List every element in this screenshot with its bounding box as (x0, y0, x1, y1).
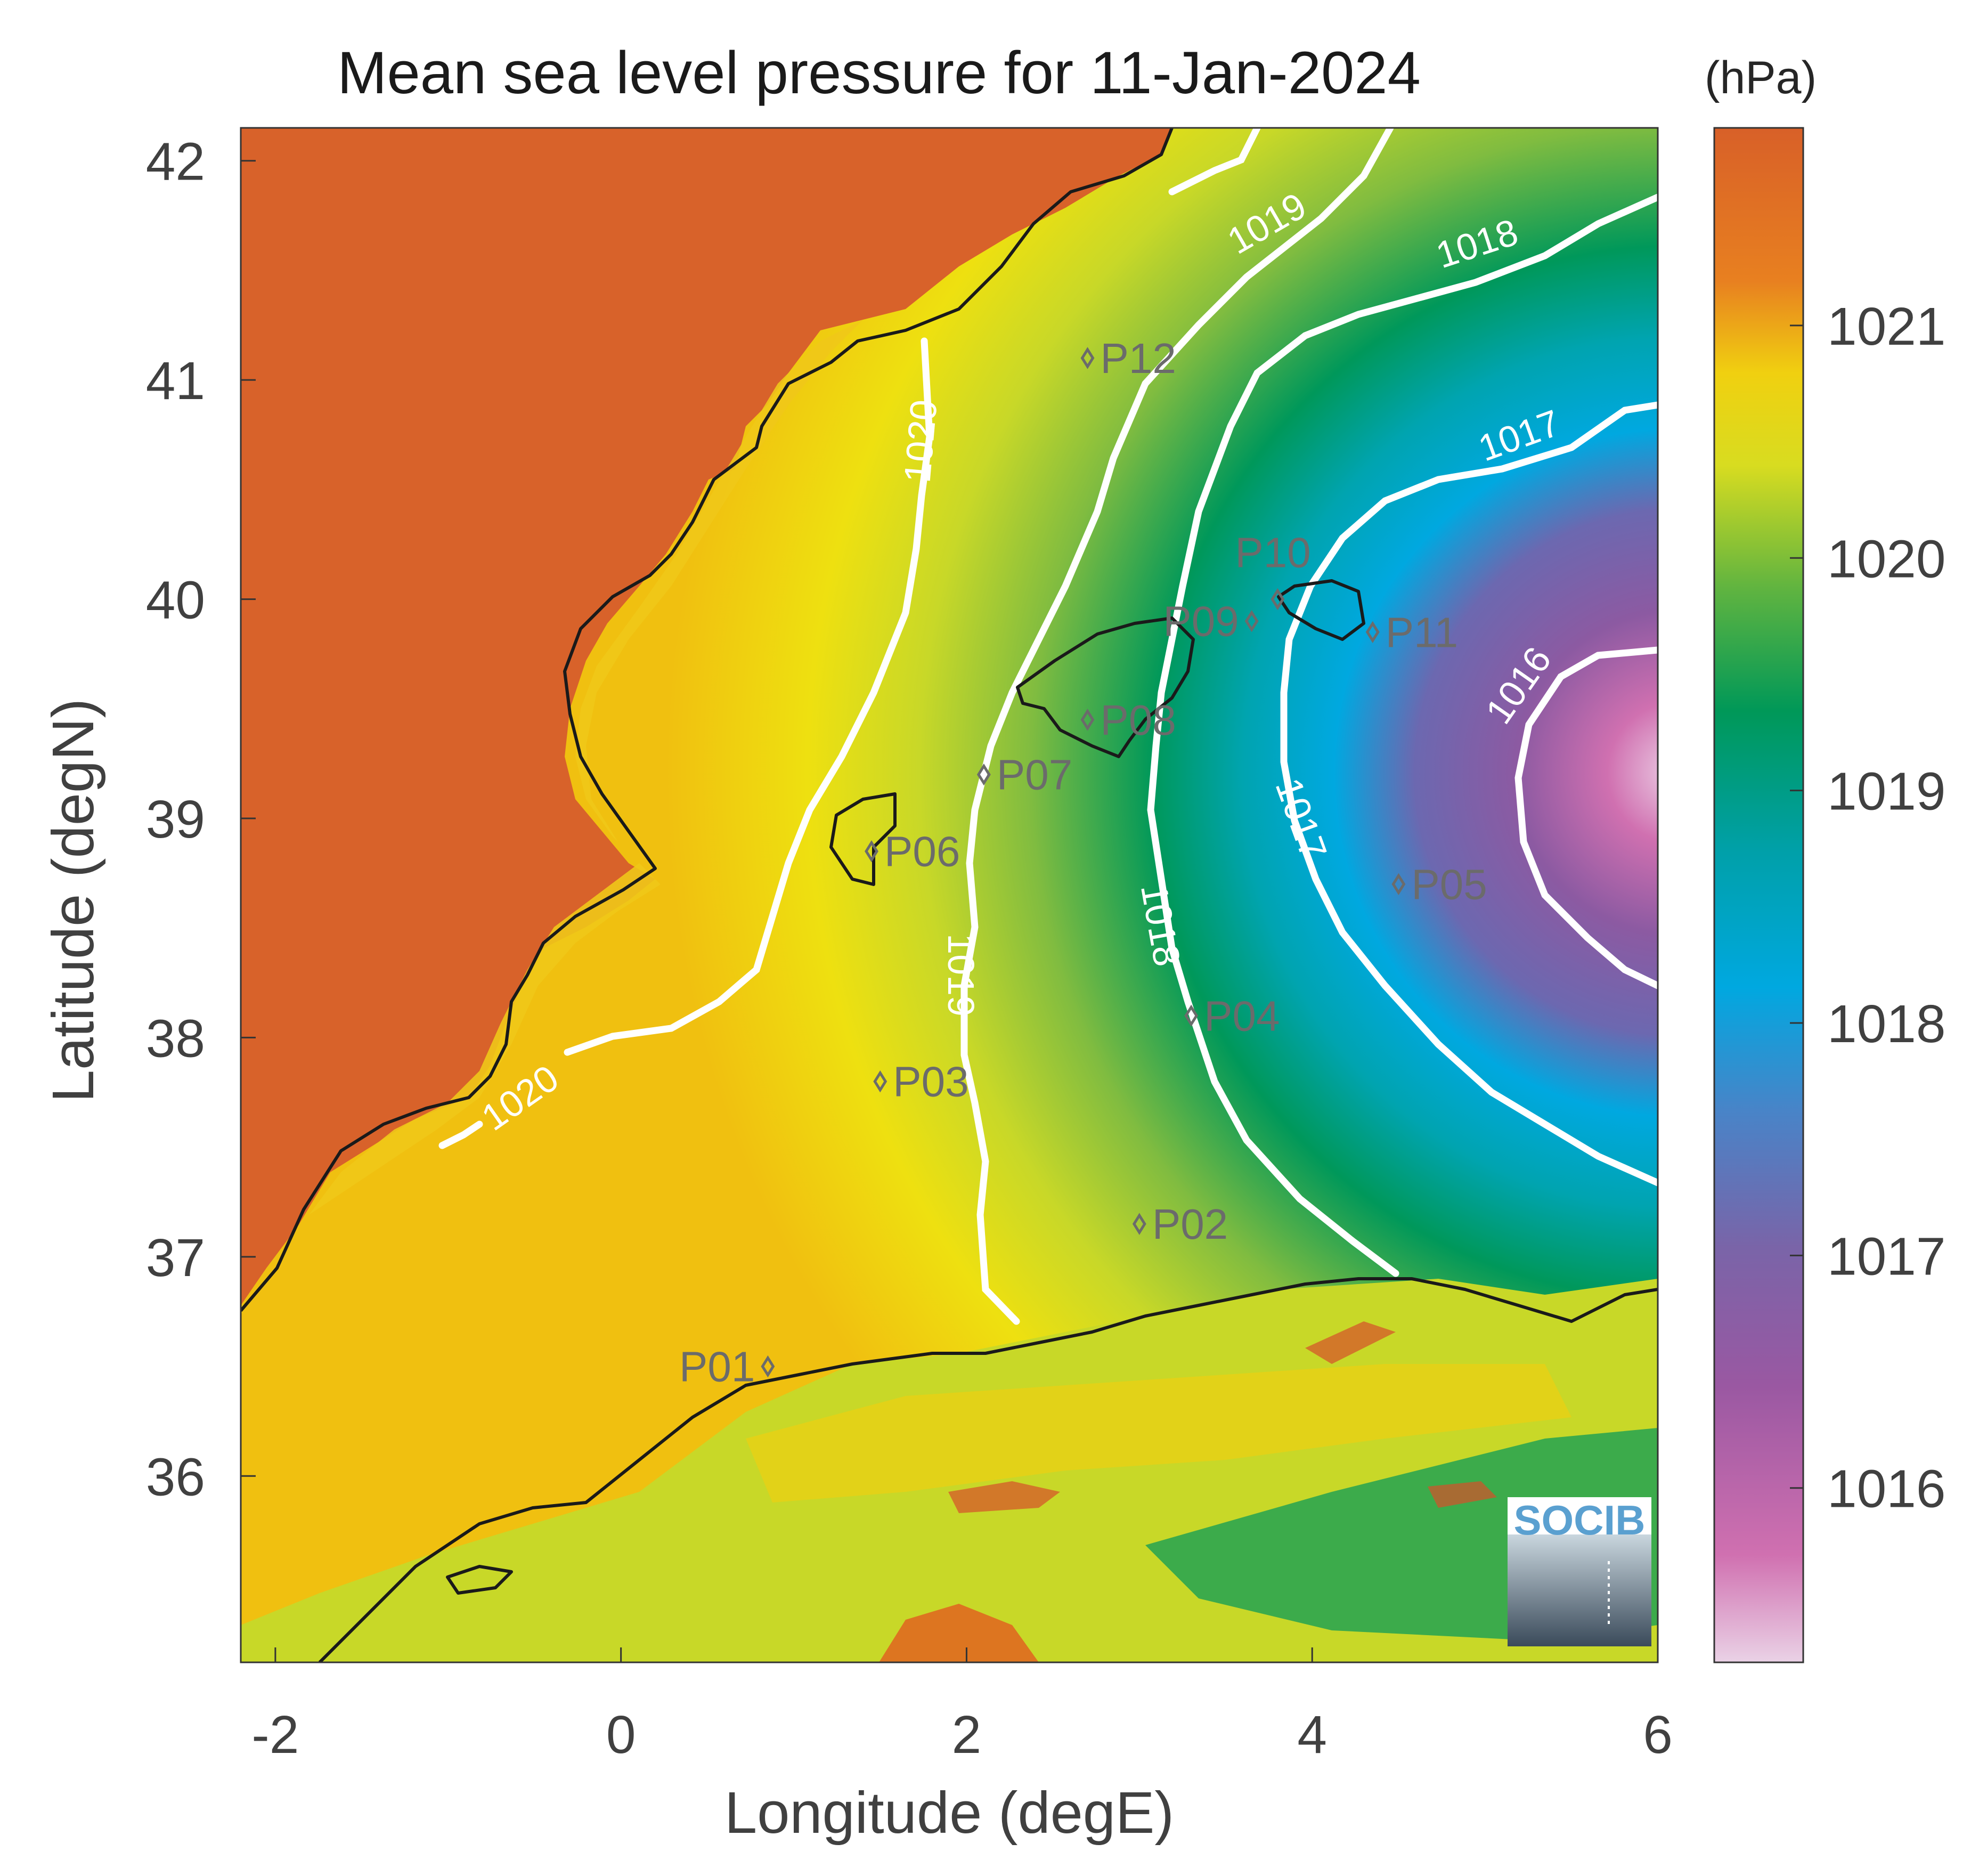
x-axis-ticks: -2 0 2 4 6 (251, 1647, 1673, 1765)
station-p03[interactable]: P03 (873, 1058, 969, 1106)
station-marker-icon (1184, 1004, 1199, 1027)
station-p02[interactable]: P02 (1132, 1200, 1228, 1248)
station-label: P01 (679, 1343, 755, 1391)
station-p10[interactable]: P10 (1235, 529, 1311, 611)
map-title: Mean sea level pressure for 11-Jan-2024 (337, 39, 1421, 106)
isobar-1020-main (564, 337, 933, 1056)
station-label: P03 (893, 1058, 968, 1106)
station-marker-icon (873, 1070, 887, 1093)
y-tick-label: 38 (146, 1009, 205, 1068)
station-marker-icon (1391, 873, 1406, 896)
isobar-1016-main (1514, 646, 1658, 989)
x-tick-label: 2 (952, 1705, 982, 1765)
colorbar: 1021 1020 1019 1018 1017 1016 (hPa) (1705, 52, 1945, 1663)
station-p04[interactable]: P04 (1184, 992, 1280, 1039)
station-p08[interactable]: P08 (1080, 696, 1176, 744)
station-label: P08 (1101, 696, 1176, 744)
y-tick-label: 36 (146, 1447, 205, 1507)
station-label: P06 (884, 828, 960, 875)
isobar-1018-main (1147, 193, 1658, 1277)
station-label: P10 (1235, 529, 1310, 576)
station-marker-icon (865, 840, 878, 863)
africa-highlands (746, 1364, 1571, 1503)
coastline-menorca (1277, 579, 1365, 641)
isobar-1020-south (438, 1120, 483, 1149)
x-tick-label: 0 (606, 1705, 636, 1765)
station-marker-icon (1365, 621, 1380, 644)
iberia-land (241, 128, 1172, 1305)
colorbar-tick-label: 1020 (1827, 529, 1945, 589)
station-marker-icon (1132, 1213, 1146, 1235)
colorbar-tick-label: 1016 (1827, 1459, 1945, 1519)
station-label: P11 (1386, 608, 1458, 656)
station-label: P04 (1204, 992, 1280, 1039)
isobars (438, 128, 1658, 1325)
isobar-label-1019-south: 1019 (940, 933, 982, 1017)
y-axis-ticks: 42 41 40 39 38 37 36 (146, 132, 256, 1507)
y-axis-label: Latitude (degN) (40, 699, 106, 1102)
y-tick-label: 40 (146, 571, 205, 630)
x-tick-label: 6 (1643, 1705, 1673, 1765)
isobar-1019-main (960, 128, 1394, 1325)
isobar-label-1020-north: 1020 (896, 398, 944, 484)
stations: P01 P02 P03 P04 P05 P06 P07 P08 P09 P10 P11 P12 (679, 335, 1487, 1391)
coastline-mallorca (1016, 616, 1195, 758)
x-axis-label: Longitude (degE) (724, 1780, 1174, 1846)
station-marker-icon (976, 763, 991, 786)
station-p05[interactable]: P05 (1391, 860, 1487, 908)
station-p06[interactable]: P06 (865, 828, 960, 875)
colorbar-tick-label: 1021 (1827, 297, 1945, 356)
station-label: P07 (997, 751, 1072, 799)
station-marker-icon (1271, 588, 1285, 611)
africa-relief (879, 1604, 1039, 1662)
colorbar-tick-label: 1019 (1827, 762, 1945, 822)
plot-area: SOCIB (241, 128, 1658, 1662)
station-marker-icon (1080, 709, 1095, 731)
coastline-africa (318, 1277, 1658, 1662)
coastline-iberia (241, 128, 1174, 1312)
x-tick-label: 4 (1297, 1705, 1327, 1765)
station-p07[interactable]: P07 (976, 751, 1072, 799)
station-label: P02 (1152, 1200, 1228, 1248)
colorbar-tick-label: 1018 (1827, 994, 1945, 1054)
x-tick-label: -2 (251, 1705, 299, 1765)
station-p09[interactable]: P09 (1163, 598, 1259, 645)
y-tick-label: 41 (146, 351, 205, 411)
station-marker-icon (1244, 610, 1259, 632)
station-marker-icon (761, 1355, 775, 1378)
station-p12[interactable]: P12 (1080, 335, 1176, 382)
colorbar-tick-label: 1017 (1827, 1227, 1945, 1286)
isobar-1017-main (1280, 401, 1658, 1187)
station-p01[interactable]: P01 (679, 1343, 775, 1391)
colorbar-unit-label: (hPa) (1705, 52, 1817, 103)
y-tick-label: 39 (146, 790, 205, 849)
station-p11[interactable]: P11 (1365, 608, 1458, 656)
socib-logo-text: SOCIB (1513, 1497, 1645, 1544)
y-tick-label: 37 (146, 1228, 205, 1288)
isobar-1019-north (1168, 128, 1261, 196)
socib-logo: SOCIB (1508, 1497, 1651, 1646)
colorbar-gradient (1713, 127, 1804, 1663)
station-marker-icon (1080, 347, 1095, 369)
station-label: P05 (1411, 860, 1487, 908)
station-label: P12 (1101, 335, 1176, 382)
colorbar-ticks: 1021 1020 1019 1018 1017 1016 (1790, 297, 1945, 1519)
station-label: P09 (1163, 598, 1239, 645)
plot-frame (240, 127, 1659, 1663)
africa-relief-2 (948, 1321, 1497, 1513)
y-tick-label: 42 (146, 132, 205, 192)
coastline-alboran (446, 1565, 513, 1595)
